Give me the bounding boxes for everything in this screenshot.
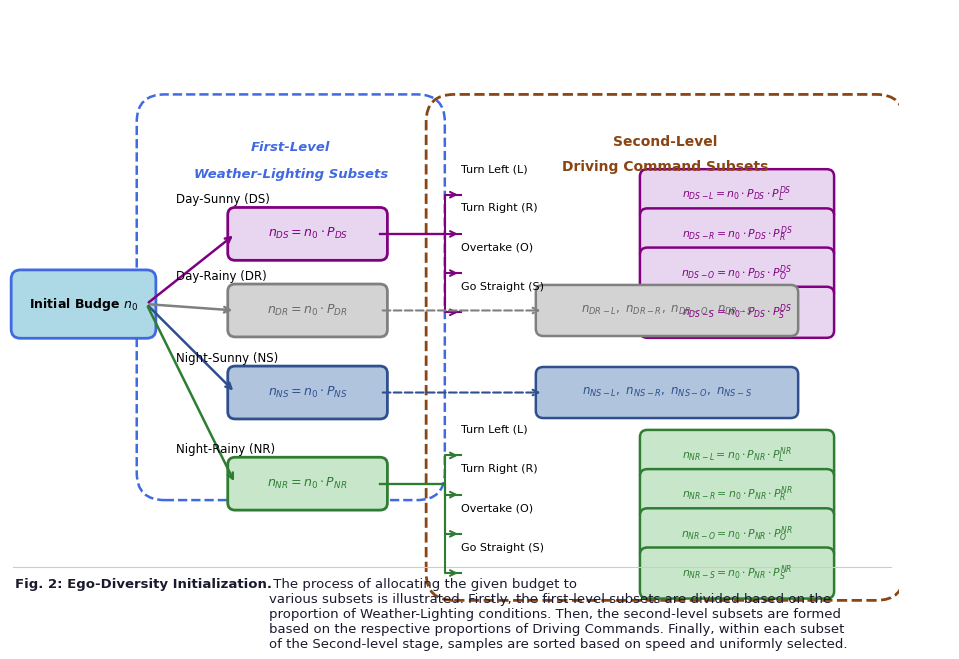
- FancyBboxPatch shape: [227, 284, 387, 337]
- FancyBboxPatch shape: [227, 457, 387, 510]
- Text: Driving Command Subsets: Driving Command Subsets: [562, 160, 768, 175]
- Text: Weather-Lighting Subsets: Weather-Lighting Subsets: [194, 168, 387, 181]
- Text: Go Straight (S): Go Straight (S): [460, 542, 544, 552]
- FancyBboxPatch shape: [536, 285, 798, 336]
- Text: $n_{NS-L},\ n_{NS-R},\ n_{NS-O},\ n_{NS-S}$: $n_{NS-L},\ n_{NS-R},\ n_{NS-O},\ n_{NS-…: [582, 386, 752, 399]
- Text: Night-Sunny (NS): Night-Sunny (NS): [175, 353, 278, 365]
- Text: Turn Right (R): Turn Right (R): [460, 464, 537, 474]
- Text: Day-Rainy (DR): Day-Rainy (DR): [175, 270, 267, 283]
- FancyBboxPatch shape: [12, 270, 156, 338]
- Text: Night-Rainy (NR): Night-Rainy (NR): [175, 444, 275, 457]
- Text: Second-Level: Second-Level: [613, 135, 717, 149]
- FancyBboxPatch shape: [227, 208, 387, 260]
- Text: $n_{DS-L} = n_0 \cdot P_{DS} \cdot P^{DS}_L$: $n_{DS-L} = n_0 \cdot P_{DS} \cdot P^{DS…: [682, 185, 792, 204]
- FancyBboxPatch shape: [640, 469, 834, 520]
- FancyBboxPatch shape: [640, 248, 834, 299]
- Text: Go Straight (S): Go Straight (S): [460, 282, 544, 292]
- Text: $n_{DS-R} = n_0 \cdot P_{DS} \cdot P^{DS}_R$: $n_{DS-R} = n_0 \cdot P_{DS} \cdot P^{DS…: [682, 224, 792, 244]
- Text: Overtake (O): Overtake (O): [460, 503, 533, 513]
- FancyBboxPatch shape: [640, 548, 834, 598]
- Text: Overtake (O): Overtake (O): [460, 243, 533, 252]
- FancyBboxPatch shape: [640, 287, 834, 338]
- Text: $n_{DS-S} = n_0 \cdot P_{DS} \cdot P^{DS}_S$: $n_{DS-S} = n_0 \cdot P_{DS} \cdot P^{DS…: [682, 302, 792, 322]
- FancyBboxPatch shape: [536, 367, 798, 418]
- Text: $n_{DS-O} = n_0 \cdot P_{DS} \cdot P^{DS}_O$: $n_{DS-O} = n_0 \cdot P_{DS} \cdot P^{DS…: [681, 264, 793, 283]
- Text: Turn Left (L): Turn Left (L): [460, 425, 527, 435]
- Text: $n_{DR-L},\ n_{DR-R},\ n_{DR-O},\ n_{DR-S}$: $n_{DR-L},\ n_{DR-R},\ n_{DR-O},\ n_{DR-…: [580, 304, 754, 317]
- Text: The process of allocating the given budget to
various subsets is illustrated. Fi: The process of allocating the given budg…: [269, 577, 848, 650]
- Text: $n_{NR-S} = n_0 \cdot P_{NR} \cdot P^{NR}_S$: $n_{NR-S} = n_0 \cdot P_{NR} \cdot P^{NR…: [682, 563, 792, 583]
- FancyBboxPatch shape: [227, 366, 387, 419]
- Text: $n_{NR} = n_0 \cdot P_{NR}$: $n_{NR} = n_0 \cdot P_{NR}$: [268, 476, 348, 491]
- Text: $n_{DR} = n_0 \cdot P_{DR}$: $n_{DR} = n_0 \cdot P_{DR}$: [268, 303, 348, 318]
- Text: $n_{NS} = n_0 \cdot P_{NS}$: $n_{NS} = n_0 \cdot P_{NS}$: [268, 385, 347, 400]
- Text: Turn Right (R): Turn Right (R): [460, 204, 537, 214]
- FancyBboxPatch shape: [640, 169, 834, 220]
- Text: $n_{NR-L} = n_0 \cdot P_{NR} \cdot P^{NR}_L$: $n_{NR-L} = n_0 \cdot P_{NR} \cdot P^{NR…: [682, 445, 792, 465]
- FancyBboxPatch shape: [640, 508, 834, 559]
- Text: Turn Left (L): Turn Left (L): [460, 164, 527, 174]
- FancyBboxPatch shape: [640, 208, 834, 260]
- Text: Day-Sunny (DS): Day-Sunny (DS): [175, 192, 269, 206]
- FancyBboxPatch shape: [640, 430, 834, 481]
- Text: First-Level: First-Level: [251, 141, 331, 154]
- Text: $n_{DS} = n_0 \cdot P_{DS}$: $n_{DS} = n_0 \cdot P_{DS}$: [268, 226, 348, 241]
- Text: $n_{NR-O} = n_0 \cdot P_{NR} \cdot P^{NR}_O$: $n_{NR-O} = n_0 \cdot P_{NR} \cdot P^{NR…: [681, 524, 793, 544]
- Text: Fig. 2: Ego-Diversity Initialization.: Fig. 2: Ego-Diversity Initialization.: [15, 577, 272, 590]
- Text: $n_{NR-R} = n_0 \cdot P_{NR} \cdot P^{NR}_R$: $n_{NR-R} = n_0 \cdot P_{NR} \cdot P^{NR…: [682, 485, 792, 504]
- Text: Initial Budge $n_0$: Initial Budge $n_0$: [29, 296, 138, 312]
